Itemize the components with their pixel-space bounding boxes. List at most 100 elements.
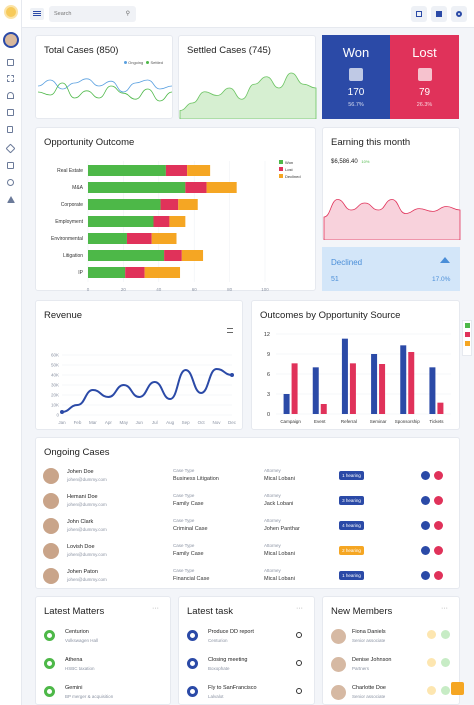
x-tick-label: 100 [261, 287, 269, 291]
new-members-card: New Members ··· Fiona Daniels Senior asso… [322, 596, 460, 705]
settings-fab[interactable] [451, 682, 464, 695]
y-tick-label: 6 [267, 372, 270, 378]
list-item: Gemini BP merger & acquisition [36, 683, 172, 705]
task-checkbox[interactable] [296, 688, 302, 694]
flag-icon[interactable] [7, 109, 14, 116]
search-icon[interactable]: ⚲ [125, 11, 130, 17]
bar-segment-won [88, 199, 161, 210]
x-tick-label: Oct [198, 420, 206, 425]
list-item-subtitle: Senior associate [352, 694, 386, 699]
logo[interactable] [4, 5, 18, 19]
list-item-title: Gemini [65, 685, 83, 691]
document-icon[interactable] [7, 126, 13, 133]
user-avatar[interactable] [3, 32, 19, 48]
apps-icon[interactable] [7, 75, 14, 82]
sparkline-ongoing [37, 78, 173, 93]
hearing-badge[interactable]: 4 hearing [339, 521, 364, 530]
edit-button[interactable] [421, 521, 430, 530]
settled-cases-card: Settled Cases (745) [178, 35, 317, 119]
call-button[interactable] [427, 630, 436, 639]
bar-segment-lost [165, 165, 188, 176]
bar-won [312, 367, 319, 414]
call-button[interactable] [427, 658, 436, 667]
hearing-badge[interactable]: 1 hearing [339, 571, 364, 580]
bar-lost [320, 404, 327, 414]
message-button[interactable] [441, 630, 450, 639]
sidebar [0, 0, 22, 705]
x-tick-label: Sponsorship [395, 419, 421, 424]
delete-button[interactable] [434, 471, 443, 480]
menu-toggle-icon[interactable] [30, 8, 44, 20]
attorney-name: Mical Lobani [264, 476, 295, 482]
table-row: Hemani Doe johen@dummy.com Case Type Family… [36, 493, 461, 515]
bar-segment-declined [181, 250, 204, 261]
list-item: Fiona Daniels Senior associate [323, 627, 459, 649]
x-tick-label: Apr [105, 420, 113, 425]
hearing-badge[interactable]: 3 hearing [339, 496, 364, 505]
alert-icon[interactable] [7, 196, 15, 203]
fullscreen-icon[interactable] [411, 6, 427, 22]
list-item: Denise Johnson Partners [323, 655, 459, 677]
bar-segment-declined [187, 165, 211, 176]
chat-icon[interactable] [464, 323, 470, 328]
layers-icon[interactable] [5, 143, 16, 154]
case-client-name: Lovish Doe [67, 544, 95, 550]
delete-button[interactable] [434, 496, 443, 505]
case-client-email: johen@dummy.com [67, 552, 107, 557]
courthouse-icon[interactable] [7, 92, 14, 99]
search-bar[interactable]: ⚲ [49, 6, 136, 22]
edit-button[interactable] [421, 471, 430, 480]
edit-button[interactable] [421, 571, 430, 580]
task-checkbox[interactable] [296, 660, 302, 666]
tag-icon[interactable] [7, 162, 14, 169]
list-item-subtitle: HSBC taxation [65, 666, 95, 671]
message-button[interactable] [441, 686, 450, 695]
latest-matters-card: Latest Matters ··· Centurion Volkswagen H… [35, 596, 171, 705]
ongoing-cases-card: Ongoing Cases Johen Doe johen@dummy.com Ca… [35, 437, 460, 589]
list-item: Fly to SanFrancisco Lalvalot [179, 683, 315, 705]
edit-button[interactable] [421, 496, 430, 505]
list-item-subtitle: Partners [352, 666, 370, 671]
revenue-menu-icon[interactable] [227, 328, 233, 333]
list-item-title: Closing meeting [208, 657, 248, 663]
settings-gear-icon[interactable] [451, 6, 467, 22]
revenue-line-chart: 0 10K 20K 30K 40K 50K 60K Jan Feb Mar Apr May Jun Jul… [51, 353, 237, 426]
x-tick-label: 60 [192, 287, 198, 291]
dashboard-icon[interactable] [7, 59, 14, 66]
bar-segment-won [88, 182, 186, 193]
case-type-label: Case Type [173, 543, 195, 548]
task-checkbox[interactable] [296, 632, 302, 638]
x-tick-label: Feb [74, 420, 82, 425]
side-widget[interactable] [462, 320, 472, 356]
call-button[interactable] [427, 686, 436, 695]
y-category-label: Environmental [51, 236, 83, 242]
message-button[interactable] [441, 658, 450, 667]
calendar-icon[interactable] [464, 332, 470, 337]
outcomes-bar-chart: 0 3 6 9 12 Campaign Event Referral Seminar Sponso… [264, 332, 451, 424]
files-icon[interactable] [431, 6, 447, 22]
more-icon[interactable]: ··· [441, 605, 448, 612]
search-input[interactable] [54, 9, 116, 19]
case-type-label: Case Type [173, 568, 195, 573]
opportunity-title: Opportunity Outcome [44, 137, 135, 148]
x-tick-label: May [120, 420, 129, 425]
bar-won [400, 345, 407, 414]
x-tick-label: Campaign [280, 419, 301, 424]
y-category-label: Employment [55, 219, 83, 225]
delete-button[interactable] [434, 521, 443, 530]
hearing-badge[interactable]: 2 hearing [339, 546, 364, 555]
company-logo-icon [187, 686, 198, 697]
note-icon[interactable] [464, 341, 470, 346]
more-icon[interactable]: ··· [296, 605, 303, 612]
case-type: Family Case [173, 501, 204, 507]
settings-icon[interactable] [7, 179, 14, 186]
delete-button[interactable] [434, 571, 443, 580]
hearing-badge[interactable]: 1 hearing [339, 471, 364, 480]
more-icon[interactable]: ··· [152, 605, 159, 612]
bar-segment-won [88, 267, 126, 278]
ongoing-title: Ongoing Cases [44, 447, 110, 458]
upload-icon [440, 257, 450, 263]
won-pct: 56.7% [348, 102, 364, 108]
edit-button[interactable] [421, 546, 430, 555]
delete-button[interactable] [434, 546, 443, 555]
